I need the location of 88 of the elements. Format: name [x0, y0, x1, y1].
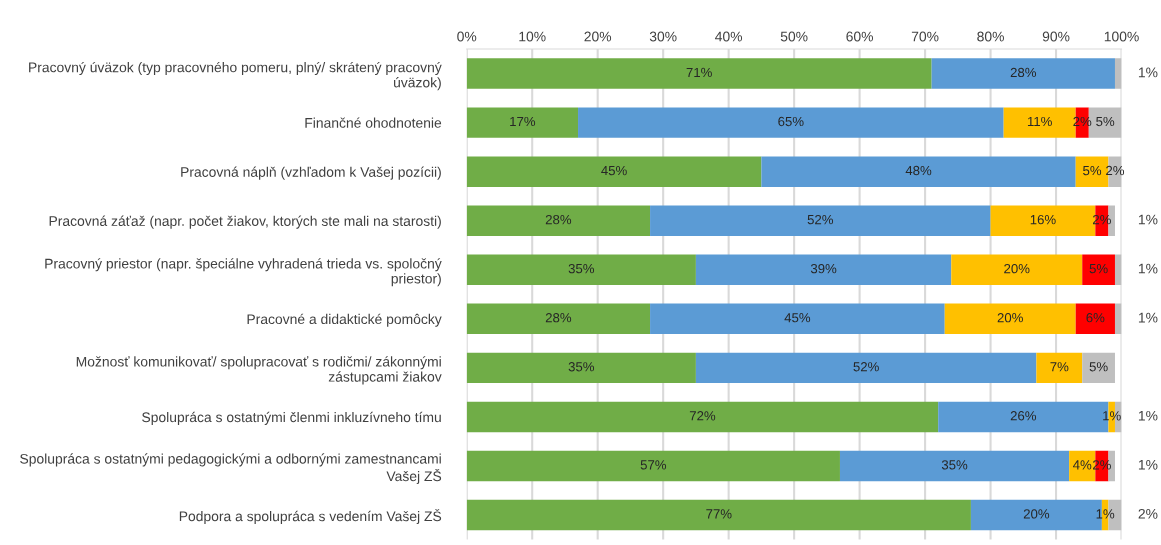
- x-tick-label: 0%: [457, 31, 477, 42]
- data-label: 4%: [1073, 460, 1092, 470]
- y-tick-label: Finančné ohodnotenie: [305, 117, 442, 128]
- bar: [839, 450, 1070, 482]
- bar: [761, 156, 1076, 187]
- bar: [1036, 352, 1083, 384]
- bar: [466, 107, 579, 138]
- data-label: 1%: [1096, 509, 1115, 519]
- data-label: 1%: [1103, 411, 1121, 421]
- data-label: 52%: [853, 362, 879, 372]
- bar: [650, 303, 945, 335]
- x-tick-label: 60%: [846, 31, 874, 42]
- data-label: 26%: [1010, 411, 1037, 421]
- data-label: 5%: [1089, 264, 1108, 274]
- bar: [695, 352, 1037, 384]
- data-label: 16%: [1030, 214, 1056, 225]
- data-label: 65%: [778, 116, 804, 127]
- data-label: 5%: [1096, 116, 1115, 127]
- data-label: 17%: [510, 116, 536, 127]
- bar: [466, 58, 932, 89]
- data-label: 39%: [810, 263, 837, 274]
- bar: [466, 450, 840, 482]
- data-label: 72%: [689, 411, 716, 421]
- bar: [466, 499, 971, 531]
- x-tick-label: 90%: [1042, 31, 1070, 42]
- x-tick-label: 30%: [649, 31, 677, 42]
- x-tick-label: 10%: [519, 31, 546, 42]
- data-label: 28%: [545, 214, 572, 225]
- data-label: 5%: [1083, 165, 1102, 176]
- bar: [466, 205, 651, 236]
- bar: [1075, 303, 1115, 335]
- data-label: 35%: [568, 263, 595, 274]
- bar: [466, 156, 762, 187]
- bar: [466, 254, 696, 285]
- data-label: 20%: [997, 313, 1023, 323]
- data-label: 77%: [706, 509, 732, 519]
- data-label: 52%: [807, 214, 834, 225]
- data-label: 45%: [601, 165, 627, 176]
- data-label: 11%: [1027, 116, 1052, 127]
- data-label: 35%: [568, 362, 595, 372]
- bar: [931, 58, 1115, 89]
- x-tick-label: 40%: [715, 31, 743, 42]
- y-tick-label: Spolupráca s ostatnými pedagogickými a odbornými zamestnancami Vašej ZŠ: [20, 453, 442, 484]
- bar: [578, 107, 1004, 138]
- bar: [466, 401, 939, 433]
- y-tick-label: Pracovná záťaž (napr. počet žiakov, ktorých ste mali na starosti): [49, 215, 441, 229]
- bar: [695, 254, 952, 285]
- bar: [1082, 254, 1115, 285]
- data-label: 5%: [1089, 362, 1108, 372]
- y-tick-label: Pracovný priestor (napr. špeciálne vyhradená trieda vs. spoločný priestor): [45, 258, 442, 287]
- data-label: 71%: [686, 67, 712, 78]
- bar: [466, 303, 651, 335]
- bar: [1114, 303, 1122, 335]
- y-tick-label: Podpora a spolupráca s vedením Vašej ZŠ: [179, 508, 442, 524]
- x-tick-label: 100%: [1104, 31, 1139, 42]
- x-tick-label: 70%: [911, 31, 939, 42]
- data-label: 1%: [1138, 410, 1158, 421]
- y-tick-label: Pracovné a didaktické pomôcky: [247, 313, 442, 327]
- data-label: 6%: [1086, 313, 1105, 323]
- y-tick-label: Možnosť komunikovať/ spolupracovať s rodičmi/ zákonnými zástupcami žiakov: [76, 356, 442, 385]
- data-label: 1%: [1138, 263, 1158, 274]
- data-label: 20%: [1023, 509, 1050, 519]
- data-label: 48%: [905, 165, 932, 176]
- bar: [1082, 352, 1115, 384]
- bar: [650, 205, 991, 236]
- x-tick-label: 50%: [780, 31, 808, 42]
- data-label: 28%: [545, 313, 572, 323]
- data-label: 7%: [1050, 362, 1069, 372]
- data-label: 28%: [1010, 67, 1037, 78]
- bar: [1114, 58, 1122, 89]
- data-label: 20%: [1004, 263, 1030, 274]
- y-tick-label: Pracovný úväzok (typ pracovného pomeru, plný/ skrátený pracovný úväzok): [29, 61, 442, 91]
- bar: [951, 254, 1083, 285]
- bar: [1114, 254, 1122, 285]
- bar: [466, 352, 696, 384]
- data-label: 1%: [1138, 459, 1158, 470]
- data-label: 57%: [640, 460, 667, 470]
- y-tick-label: Pracovná náplň (vzhľadom k Vašej pozícii): [181, 166, 441, 180]
- x-tick-label: 80%: [977, 31, 1004, 42]
- x-tick-label: 20%: [584, 31, 612, 42]
- data-label: 2%: [1138, 508, 1158, 519]
- data-label: 45%: [784, 313, 811, 323]
- data-label: 1%: [1138, 67, 1158, 78]
- data-label: 35%: [941, 460, 968, 470]
- data-label: 1%: [1138, 312, 1158, 323]
- y-tick-label: Spolupráca s ostatnými členmi inkluzívneho tímu: [142, 411, 441, 425]
- bar: [944, 303, 1076, 335]
- data-label: 1%: [1138, 214, 1158, 225]
